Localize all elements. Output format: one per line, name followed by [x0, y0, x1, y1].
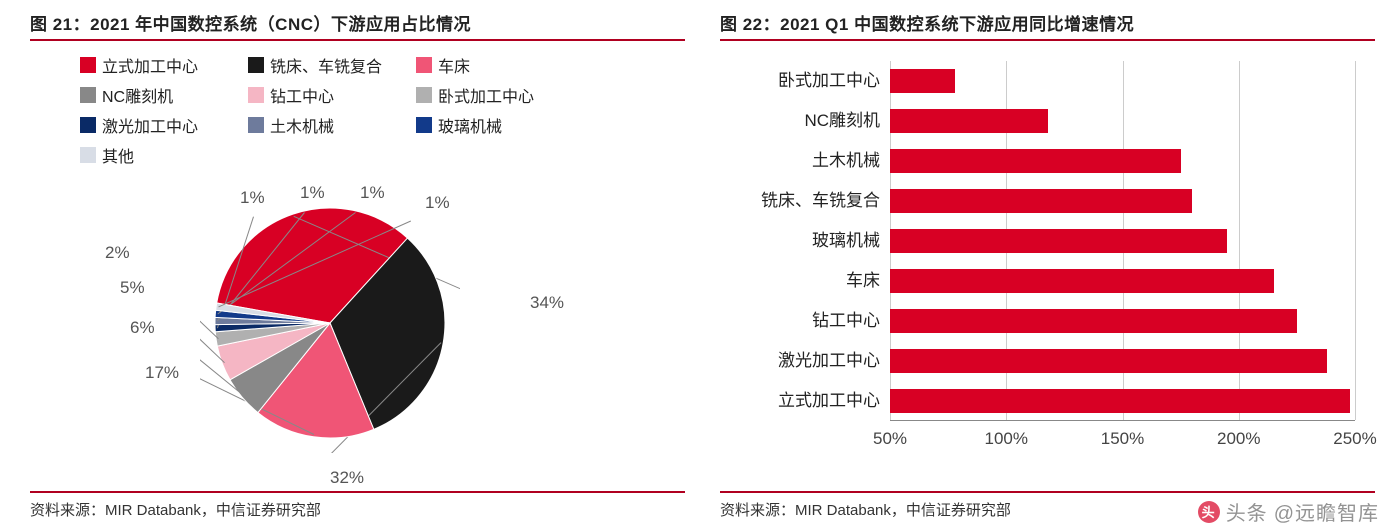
legend-label: 卧式加工中心 [438, 83, 534, 107]
pie-legend: 立式加工中心 铣床、车铣复合 车床 NC雕刻机 钻工中心 卧式加工中心激光加工中心 土木机械… [80, 53, 600, 167]
legend-item: 激光加工中心 [80, 113, 220, 137]
pie-slice-label: 34% [530, 293, 564, 313]
bar-row [890, 109, 1355, 134]
bar [890, 149, 1181, 174]
legend-swatch [416, 57, 432, 73]
pie-svg [200, 193, 460, 453]
legend-item: 土木机械 [248, 113, 388, 137]
bar-category-label: 玻璃机械 [720, 228, 880, 254]
watermark-icon: 头 [1198, 501, 1220, 523]
left-chart-title: 图 21：2021 年中国数控系统（CNC）下游应用占比情况 [30, 10, 685, 41]
bar-category-label: 钻工中心 [720, 308, 880, 334]
pie-slice-label: 1% [300, 183, 325, 203]
watermark: 头 头条 @远瞻智库 [1198, 497, 1379, 526]
bar-category-label: NC雕刻机 [720, 108, 880, 134]
bar [890, 109, 1048, 134]
pie-chart: 34%32%17%6%5%2%1%1%1%1% [30, 173, 685, 483]
legend-label: 铣床、车铣复合 [270, 53, 382, 77]
bar-x-tick: 250% [1333, 429, 1376, 449]
legend-swatch [80, 117, 96, 133]
bar-x-tick: 100% [985, 429, 1028, 449]
legend-label: NC雕刻机 [102, 83, 173, 107]
bar-x-tick: 150% [1101, 429, 1144, 449]
legend-label: 玻璃机械 [438, 113, 502, 137]
legend-item: 其他 [80, 143, 220, 167]
legend-label: 土木机械 [270, 113, 334, 137]
legend-label: 其他 [102, 143, 134, 167]
legend-item: 铣床、车铣复合 [248, 53, 388, 77]
bar-gridline [1355, 61, 1356, 420]
legend-swatch [80, 87, 96, 103]
pie-slice-label: 1% [425, 193, 450, 213]
bar-row [890, 189, 1355, 214]
pie-slice-label: 32% [330, 468, 364, 488]
right-chart-title: 图 22：2021 Q1 中国数控系统下游应用同比增速情况 [720, 10, 1375, 41]
pie-slice-label: 6% [130, 318, 155, 338]
bar-row [890, 389, 1355, 414]
bar-category-label: 卧式加工中心 [720, 68, 880, 94]
bar [890, 269, 1274, 294]
legend-item: 钻工中心 [248, 83, 388, 107]
bar-x-tick: 50% [873, 429, 907, 449]
legend-item: NC雕刻机 [80, 83, 220, 107]
pie-slice-label: 17% [145, 363, 179, 383]
bar-category-label: 激光加工中心 [720, 348, 880, 374]
bar-row [890, 69, 1355, 94]
left-source-note: 资料来源：MIR Databank，中信证券研究部 [30, 491, 685, 520]
legend-swatch [80, 147, 96, 163]
watermark-prefix: 头条 [1226, 497, 1268, 526]
bar-chart: 50% 100% 150% 200% 250% 卧式加工中心 NC雕刻机土木机械铣床、车铣复… [720, 51, 1375, 471]
bar-row [890, 309, 1355, 334]
legend-label: 激光加工中心 [102, 113, 198, 137]
right-panel: 图 22：2021 Q1 中国数控系统下游应用同比增速情况 50% 100% 150… [720, 10, 1375, 520]
legend-label: 立式加工中心 [102, 53, 198, 77]
bar-category-label: 车床 [720, 268, 880, 294]
bar-category-label: 土木机械 [720, 148, 880, 174]
bar [890, 389, 1350, 414]
watermark-text: @远瞻智库 [1274, 497, 1379, 526]
bar-row [890, 229, 1355, 254]
bar-category-label: 铣床、车铣复合 [720, 188, 880, 214]
legend-label: 车床 [438, 53, 470, 77]
legend-label: 钻工中心 [270, 83, 334, 107]
pie-slice-label: 1% [240, 188, 265, 208]
bar-row [890, 349, 1355, 374]
pie-slice-label: 5% [120, 278, 145, 298]
legend-item: 卧式加工中心 [416, 83, 556, 107]
legend-swatch [248, 117, 264, 133]
legend-swatch [80, 57, 96, 73]
pie-slice-label: 2% [105, 243, 130, 263]
pie-slice-label: 1% [360, 183, 385, 203]
left-panel: 图 21：2021 年中国数控系统（CNC）下游应用占比情况 立式加工中心 铣床、… [30, 10, 685, 520]
bar [890, 69, 955, 94]
bar [890, 309, 1297, 334]
legend-swatch [248, 87, 264, 103]
legend-swatch [248, 57, 264, 73]
bar-category-label: 立式加工中心 [720, 388, 880, 414]
legend-item: 车床 [416, 53, 556, 77]
bar [890, 229, 1227, 254]
bar-row [890, 149, 1355, 174]
legend-item: 玻璃机械 [416, 113, 556, 137]
bar [890, 349, 1327, 374]
bar-row [890, 269, 1355, 294]
bar [890, 189, 1192, 214]
legend-item: 立式加工中心 [80, 53, 220, 77]
bar-x-tick: 200% [1217, 429, 1260, 449]
legend-swatch [416, 117, 432, 133]
legend-swatch [416, 87, 432, 103]
